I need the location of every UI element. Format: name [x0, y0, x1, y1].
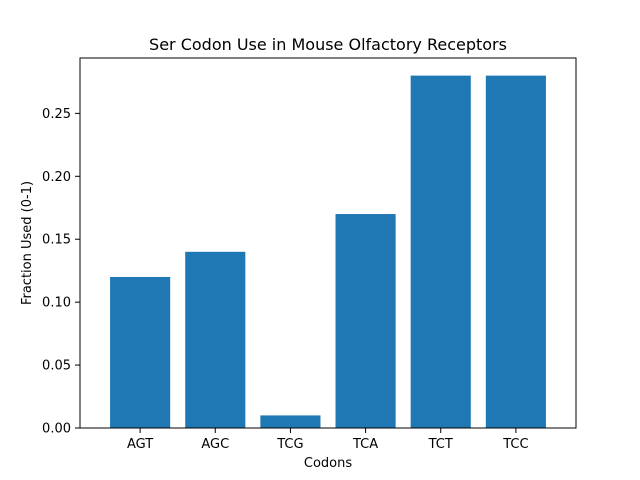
x-axis-ticks: AGT AGC TCG TCA TCT TCC	[127, 428, 529, 452]
bar-tct	[410, 75, 471, 428]
y-tick-label: 0.05	[42, 359, 71, 374]
y-axis-label: Fraction Used (0-1)	[20, 181, 35, 305]
bars-group	[110, 75, 546, 428]
x-tick-label: AGT	[127, 437, 153, 452]
bar-tcg	[260, 415, 321, 428]
y-tick-label: 0.15	[42, 233, 71, 248]
y-axis-ticks: 0.00 0.05 0.10 0.15 0.20 0.25	[42, 107, 80, 437]
y-tick-label: 0.20	[42, 170, 71, 185]
x-tick-label: TCG	[276, 437, 303, 452]
y-tick-label: 0.25	[42, 107, 71, 122]
bar-agc	[185, 251, 246, 428]
y-tick-label: 0.00	[42, 422, 71, 437]
chart-title: Ser Codon Use in Mouse Olfactory Recepto…	[149, 35, 507, 54]
y-tick-label: 0.10	[42, 296, 71, 311]
bar-agt	[110, 276, 171, 428]
bar-tcc	[485, 75, 546, 428]
bar-tca	[335, 214, 396, 428]
x-tick-label: TCA	[352, 437, 378, 452]
x-tick-label: TCC	[502, 437, 528, 452]
x-axis-label: Codons	[304, 456, 352, 471]
plot-frame	[79, 57, 577, 429]
x-tick-label: TCT	[428, 437, 453, 452]
x-tick-label: AGC	[201, 437, 229, 452]
